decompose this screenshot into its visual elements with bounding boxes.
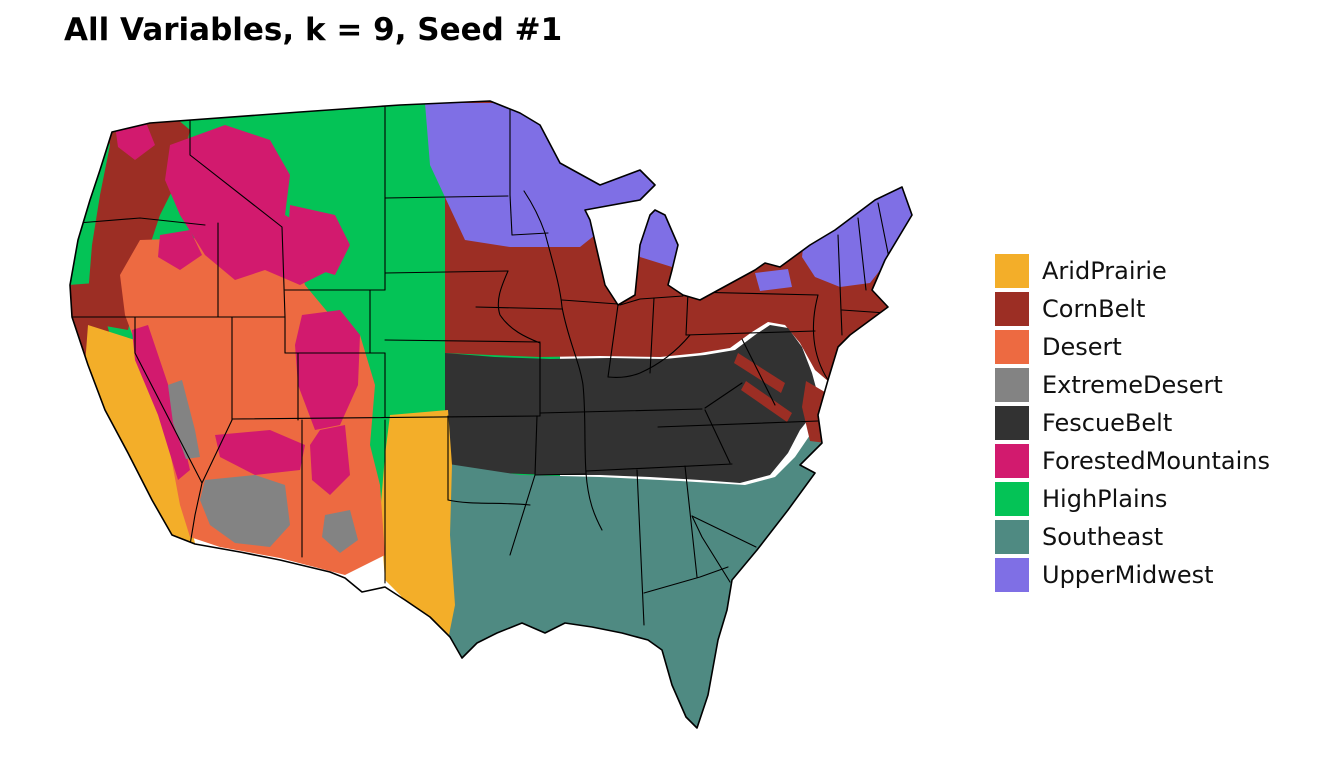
legend-item: AridPrairie	[995, 254, 1270, 288]
legend-label: ExtremeDesert	[1042, 371, 1223, 399]
state-borders	[70, 102, 891, 626]
legend-label: Desert	[1042, 333, 1122, 361]
region-mountains-idaho	[165, 125, 330, 285]
legend-swatch	[995, 368, 1029, 402]
legend-item: FescueBelt	[995, 406, 1270, 440]
region-extremedesert-deathvalley	[168, 380, 200, 459]
region-mountains-newmexico	[310, 425, 350, 495]
legend-label: ForestedMountains	[1042, 447, 1270, 475]
region-uppermidwest-erie	[755, 269, 792, 291]
legend-swatch	[995, 482, 1029, 516]
legend-swatch	[995, 406, 1029, 440]
region-cornbelt-ridge-2	[741, 381, 792, 422]
legend-swatch	[995, 330, 1029, 364]
region-cornbelt-pnw	[82, 113, 190, 330]
legend-swatch	[995, 558, 1029, 592]
region-extremedesert-bootheel	[322, 510, 358, 553]
region-mountains-mogollon	[215, 430, 305, 475]
legend-item: ForestedMountains	[995, 444, 1270, 478]
legend-swatch	[995, 444, 1029, 478]
region-aridprairie-california	[85, 325, 195, 543]
legend-item: HighPlains	[995, 482, 1270, 516]
region-fescuebelt	[445, 325, 818, 483]
us-cluster-map-wrap	[40, 85, 940, 745]
legend-label: CornBelt	[1042, 295, 1146, 323]
legend-item: CornBelt	[995, 292, 1270, 326]
us-cluster-map	[69, 100, 913, 729]
legend-swatch	[995, 254, 1029, 288]
legend-label: Southeast	[1042, 523, 1164, 551]
region-aridprairie-band	[380, 410, 455, 645]
region-mountains-colorado	[295, 310, 360, 430]
region-mountains-cascades	[115, 120, 155, 160]
legend-label: AridPrairie	[1042, 257, 1167, 285]
region-mountains-blues	[158, 230, 202, 270]
legend-item: UpperMidwest	[995, 558, 1270, 592]
legend-item: Desert	[995, 330, 1270, 364]
legend-swatch	[995, 520, 1029, 554]
legend-label: FescueBelt	[1042, 409, 1173, 437]
region-mountains-wyoming	[288, 205, 350, 275]
legend-label: HighPlains	[1042, 485, 1168, 513]
region-uppermidwest-northeast	[802, 185, 912, 287]
legend-swatch	[995, 292, 1029, 326]
region-extremedesert-arizona	[200, 475, 290, 547]
us-outline	[69, 100, 913, 729]
legend: AridPrairie CornBelt Desert ExtremeDeser…	[995, 254, 1270, 592]
region-uppermidwest-west	[425, 103, 658, 247]
page-title: All Variables, k = 9, Seed #1	[64, 12, 563, 48]
legend-item: Southeast	[995, 520, 1270, 554]
legend-label: UpperMidwest	[1042, 561, 1214, 589]
legend-item: ExtremeDesert	[995, 368, 1270, 402]
